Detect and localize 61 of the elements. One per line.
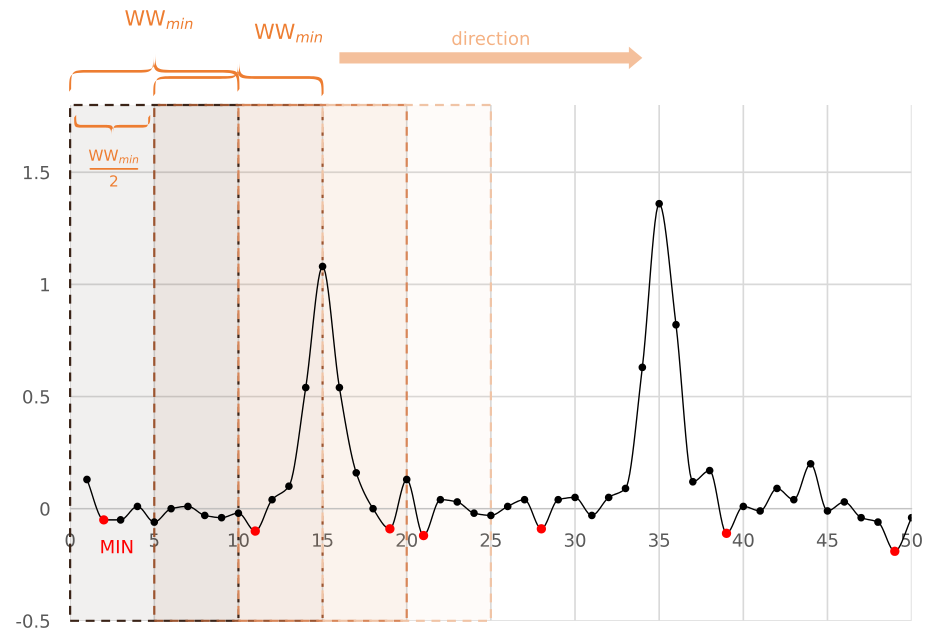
- point: [756, 507, 764, 515]
- point: [622, 484, 630, 492]
- point: [336, 384, 344, 392]
- y-tick-label: -0.5: [16, 614, 50, 628]
- text: direction: [452, 31, 529, 46]
- point: [638, 364, 646, 372]
- point: [790, 496, 798, 504]
- point: [706, 466, 714, 474]
- point: [874, 518, 882, 526]
- point: [285, 482, 293, 490]
- point: [234, 509, 242, 517]
- point: [824, 507, 832, 515]
- x-tick-label: 35: [649, 533, 670, 547]
- y-tick-label: 1.5: [24, 166, 50, 180]
- point: [436, 496, 444, 504]
- point: [470, 509, 478, 517]
- point: [806, 460, 814, 468]
- point: [504, 502, 512, 510]
- point: [184, 502, 192, 510]
- x-tick-label: 40: [732, 533, 754, 547]
- point: [352, 468, 360, 477]
- point: [402, 476, 411, 484]
- point: [318, 262, 326, 270]
- annotation: 2: [110, 175, 118, 187]
- point: [604, 494, 613, 502]
- point: [268, 496, 276, 504]
- point: [857, 514, 865, 522]
- x-tick-label: 45: [816, 534, 838, 547]
- point: [167, 504, 175, 512]
- point: [369, 504, 377, 512]
- point: [840, 498, 848, 506]
- x-tick-label: 15: [313, 534, 332, 547]
- x-tick-label: 25: [480, 533, 501, 547]
- x-tick-label: 30: [564, 533, 586, 547]
- point: [83, 476, 91, 484]
- point: [655, 200, 663, 208]
- text: WW$_{min}$: [254, 24, 322, 42]
- text: WW$_{min}$: [125, 10, 192, 29]
- point: [200, 512, 209, 520]
- point: [134, 502, 142, 510]
- point: [554, 496, 562, 504]
- x-tick-label: 20: [396, 533, 418, 547]
- point: [218, 514, 226, 522]
- point: [672, 320, 680, 329]
- point: [302, 384, 310, 392]
- point: [150, 518, 158, 526]
- y-tick-label: 0: [40, 502, 50, 516]
- y-tick-label: 1: [41, 278, 50, 292]
- point: [487, 512, 495, 520]
- point: [588, 512, 596, 520]
- point: [571, 494, 579, 502]
- point: [116, 516, 124, 524]
- point: [773, 484, 781, 492]
- point: [453, 498, 462, 506]
- annotation: MIN: [101, 540, 132, 554]
- point: [740, 502, 748, 510]
- point: [689, 478, 697, 486]
- point: [520, 496, 528, 504]
- annotation: WW$_{min}$: [88, 150, 138, 164]
- y-tick-label: 0.5: [23, 390, 50, 404]
- x-tick-label: 10: [228, 533, 249, 547]
